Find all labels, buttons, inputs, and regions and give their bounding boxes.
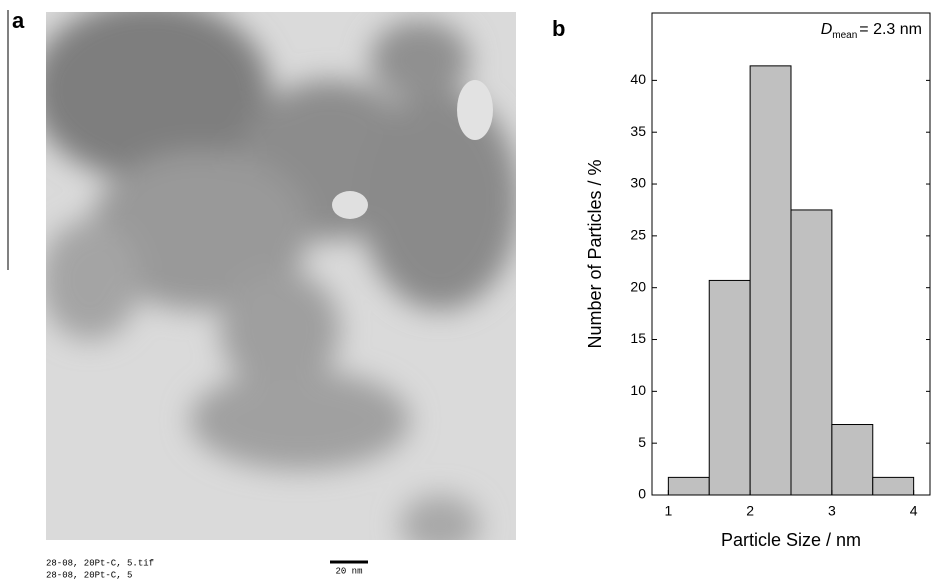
x-tick-label: 4 — [910, 503, 918, 519]
y-tick-label: 30 — [630, 175, 646, 191]
y-tick-label: 0 — [638, 486, 646, 502]
x-tick-label: 3 — [828, 503, 836, 519]
y-tick-label: 10 — [630, 382, 646, 398]
y-tick-label: 40 — [630, 71, 646, 87]
image-caption: 28-08, 20Pt-C, 5.tif — [46, 558, 154, 568]
x-tick-label: 1 — [664, 503, 672, 519]
panel-label: b — [552, 16, 565, 41]
y-tick-label: 20 — [630, 278, 646, 294]
x-tick-label: 2 — [746, 503, 754, 519]
plot-frame — [651, 12, 931, 496]
y-tick-label: 25 — [630, 227, 646, 243]
scale-bar-label: 20 nm — [335, 566, 362, 576]
bar — [790, 209, 833, 496]
x-axis-label: Particle Size / nm — [721, 530, 861, 550]
y-tick-label: 5 — [638, 434, 646, 450]
y-axis-label: Number of Particles / % — [585, 159, 605, 348]
bar — [749, 65, 792, 496]
annotation-part: D — [821, 21, 833, 38]
bar — [872, 476, 915, 496]
annotation: Dmean = 2.3 nm — [821, 21, 922, 40]
bar — [667, 476, 710, 496]
annotation-part: = 2.3 nm — [859, 21, 922, 38]
tem-image — [46, 12, 516, 540]
image-caption: 28-08, 20Pt-C, 5 — [46, 570, 132, 580]
bar — [831, 424, 874, 496]
annotation-part: mean — [832, 30, 857, 41]
y-tick-label: 15 — [630, 330, 646, 346]
y-tick-label: 35 — [630, 123, 646, 139]
bar — [708, 279, 751, 496]
panel-label: a — [12, 8, 25, 33]
histogram: 0 5 10 15 20 25 30 35 40 1 2 3 4 Particle Size / nm Nu… — [585, 12, 931, 550]
caption-bar — [46, 540, 516, 582]
